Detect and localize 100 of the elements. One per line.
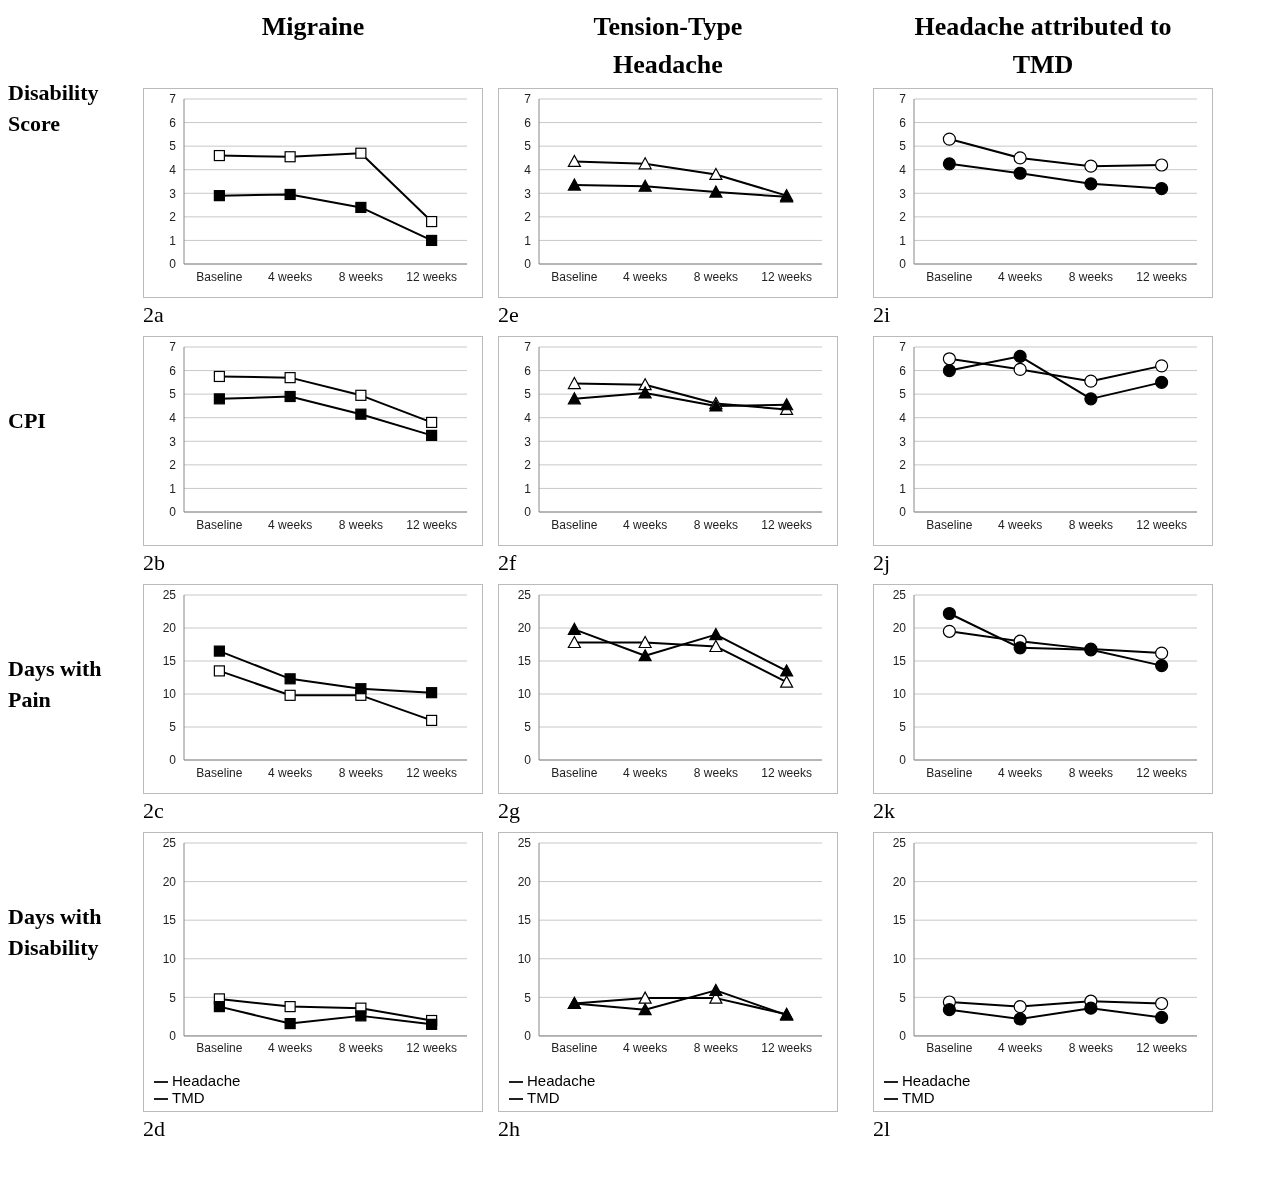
x-tick-label: 4 weeks xyxy=(998,269,1043,284)
y-tick-label: 3 xyxy=(524,186,532,201)
y-tick-label: 0 xyxy=(899,505,907,520)
y-tick-label: 5 xyxy=(524,387,532,402)
y-tick-label: 7 xyxy=(169,92,177,107)
y-tick-label: 25 xyxy=(892,836,907,851)
x-tick-label: Baseline xyxy=(926,765,973,780)
x-tick-label: 8 weeks xyxy=(1068,269,1113,284)
y-tick-label: 20 xyxy=(162,621,177,636)
y-tick-label: 3 xyxy=(169,186,177,201)
y-tick-label: 0 xyxy=(524,505,532,520)
y-tick-label: 5 xyxy=(899,990,907,1005)
chart-title: Migraine xyxy=(260,11,366,43)
x-tick-label: 12 weeks xyxy=(761,765,812,780)
text: 2b xyxy=(143,549,166,577)
y-tick-label: 7 xyxy=(169,340,177,355)
y-tick-label: 2 xyxy=(899,458,907,473)
x-tick-label: Baseline xyxy=(196,765,243,780)
x-tick-label: 12 weeks xyxy=(406,765,457,780)
x-tick-label: 8 weeks xyxy=(338,765,383,780)
x-tick-label: 4 weeks xyxy=(268,269,313,284)
y-tick-label: 4 xyxy=(899,410,907,425)
x-tick-label: 8 weeks xyxy=(338,517,383,532)
x-tick-label: Baseline xyxy=(551,517,598,532)
y-tick-label: 20 xyxy=(162,874,177,889)
x-tick-label: 12 weeks xyxy=(761,269,812,284)
x-tick-label: 8 weeks xyxy=(1068,765,1113,780)
x-tick-label: Baseline xyxy=(551,1041,598,1056)
legend-label: TMD xyxy=(902,1088,935,1106)
y-tick-label: 4 xyxy=(169,410,177,425)
y-tick-label: 5 xyxy=(524,720,532,735)
text: 2l xyxy=(873,1115,892,1143)
y-tick-label: 0 xyxy=(169,505,177,520)
x-tick-label: 12 weeks xyxy=(1136,1041,1187,1056)
y-tick-label: 15 xyxy=(517,913,532,928)
y-tick-label: 2 xyxy=(524,458,532,473)
y-tick-label: 4 xyxy=(169,162,177,177)
y-tick-label: 5 xyxy=(524,139,532,154)
y-tick-label: 1 xyxy=(169,481,177,496)
y-tick-label: 5 xyxy=(524,990,532,1005)
y-tick-label: 0 xyxy=(169,753,177,768)
y-axis-title: Disability Score xyxy=(8,79,100,138)
y-tick-label: 25 xyxy=(517,836,532,851)
x-tick-label: Baseline xyxy=(196,517,243,532)
x-tick-label: 12 weeks xyxy=(1136,517,1187,532)
text: 2k xyxy=(873,797,896,825)
y-tick-label: 20 xyxy=(517,874,532,889)
y-tick-label: 5 xyxy=(899,139,907,154)
x-tick-label: 4 weeks xyxy=(623,1041,668,1056)
x-tick-label: 4 weeks xyxy=(998,1041,1043,1056)
y-tick-label: 5 xyxy=(899,387,907,402)
y-tick-label: 3 xyxy=(899,434,907,449)
y-tick-label: 6 xyxy=(169,363,177,378)
y-tick-label: 5 xyxy=(899,720,907,735)
x-tick-label: 4 weeks xyxy=(623,765,668,780)
text: 2d xyxy=(143,1115,166,1143)
y-tick-label: 0 xyxy=(524,753,532,768)
y-tick-label: 0 xyxy=(899,1029,907,1044)
y-tick-label: 15 xyxy=(162,654,177,669)
y-tick-label: 15 xyxy=(517,654,532,669)
y-tick-label: 25 xyxy=(517,588,532,603)
y-tick-label: 6 xyxy=(899,115,907,130)
text: 2e xyxy=(498,301,520,329)
y-tick-label: 20 xyxy=(892,874,907,889)
y-tick-label: 7 xyxy=(524,340,532,355)
y-tick-label: 25 xyxy=(162,588,177,603)
y-tick-label: 3 xyxy=(899,186,907,201)
y-tick-label: 0 xyxy=(524,1029,532,1044)
y-tick-label: 25 xyxy=(162,836,177,851)
x-tick-label: 12 weeks xyxy=(406,269,457,284)
y-tick-label: 7 xyxy=(899,340,907,355)
y-tick-label: 10 xyxy=(892,687,907,702)
x-tick-label: 8 weeks xyxy=(338,269,383,284)
x-tick-label: 12 weeks xyxy=(1136,269,1187,284)
x-tick-label: 4 weeks xyxy=(998,765,1043,780)
y-tick-label: 2 xyxy=(524,210,532,225)
x-tick-label: 4 weeks xyxy=(623,269,668,284)
y-tick-label: 5 xyxy=(169,990,177,1005)
x-tick-label: 12 weeks xyxy=(1136,765,1187,780)
y-tick-label: 10 xyxy=(162,687,177,702)
y-tick-label: 2 xyxy=(899,210,907,225)
legend-label: TMD xyxy=(172,1088,205,1106)
legend-label: Headache xyxy=(527,1071,596,1089)
y-tick-label: 6 xyxy=(524,363,532,378)
y-tick-label: 10 xyxy=(892,952,907,967)
text: 2h xyxy=(498,1115,521,1143)
x-tick-label: Baseline xyxy=(551,269,598,284)
y-tick-label: 2 xyxy=(169,210,177,225)
y-tick-label: 4 xyxy=(524,162,532,177)
x-tick-label: 12 weeks xyxy=(406,517,457,532)
x-tick-label: 4 weeks xyxy=(268,765,313,780)
y-tick-label: 6 xyxy=(524,115,532,130)
x-tick-label: 8 weeks xyxy=(693,765,738,780)
legend-label: Headache xyxy=(172,1071,241,1089)
y-tick-label: 4 xyxy=(524,410,532,425)
y-tick-label: 5 xyxy=(169,139,177,154)
y-axis-title: CPI xyxy=(8,407,47,435)
text: 2c xyxy=(143,797,165,825)
y-tick-label: 3 xyxy=(524,434,532,449)
y-tick-label: 20 xyxy=(517,621,532,636)
